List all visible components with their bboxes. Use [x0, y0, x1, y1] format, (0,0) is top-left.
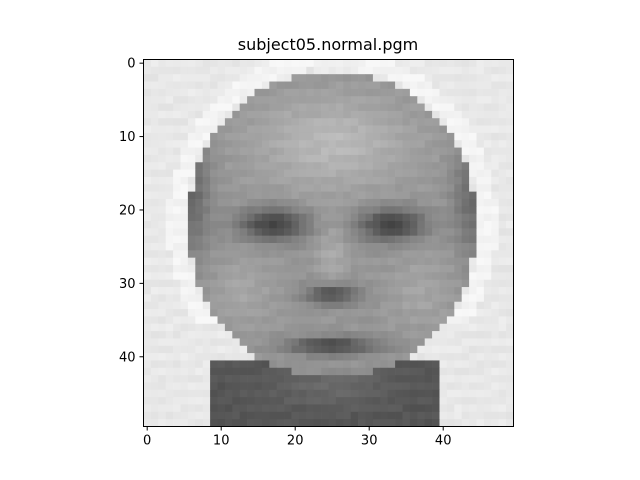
x-tick-label: 10: [213, 434, 230, 449]
axes-frame: [143, 59, 514, 427]
y-axis: 0 10 20 30 40: [119, 57, 144, 365]
face-image: [143, 59, 514, 427]
y-tick-label: 0: [127, 57, 135, 72]
x-tick-label: 0: [143, 434, 151, 449]
plot-title: subject05.normal.pgm: [238, 35, 418, 54]
x-tick-label: 30: [361, 434, 378, 449]
x-axis: 0 10 20 30 40: [143, 426, 452, 449]
y-tick-label: 30: [119, 277, 136, 292]
y-tick-label: 20: [119, 203, 136, 218]
image-axes: 0 10 20 30 40 0 10 20 30 40: [119, 57, 514, 449]
y-tick-label: 10: [119, 130, 136, 145]
y-tick-label: 40: [119, 350, 136, 365]
x-tick-label: 40: [435, 434, 452, 449]
x-tick-label: 20: [287, 434, 304, 449]
